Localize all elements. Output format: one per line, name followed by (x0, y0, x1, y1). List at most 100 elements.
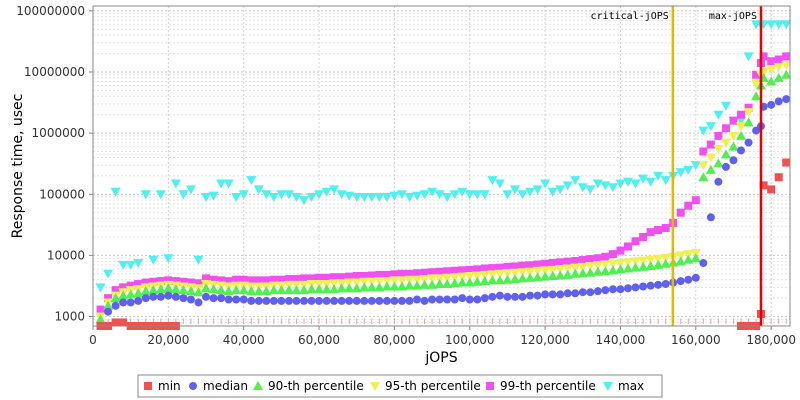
data-point (773, 72, 784, 82)
data-point (495, 291, 504, 300)
data-point (217, 276, 226, 285)
data-point (434, 274, 445, 284)
data-point (186, 278, 195, 287)
data-point (585, 185, 596, 195)
data-point (759, 181, 768, 190)
data-point (194, 298, 203, 307)
data-point (186, 295, 195, 304)
data-point (600, 181, 611, 191)
data-point (675, 256, 686, 266)
data-point (405, 296, 414, 305)
data-point (782, 158, 791, 167)
data-point (503, 262, 512, 271)
data-point (691, 273, 700, 282)
data-point (111, 318, 120, 327)
data-point (698, 161, 709, 171)
data-point (171, 292, 180, 301)
data-point (111, 286, 120, 295)
data-point (351, 283, 362, 293)
data-point (736, 130, 747, 140)
data-point (261, 286, 272, 296)
legend-label: median (203, 379, 248, 393)
data-point (298, 285, 309, 295)
data-point (773, 63, 784, 73)
data-point (231, 193, 242, 203)
legend-label: 90-th percentile (268, 379, 364, 393)
data-point (661, 224, 670, 233)
legend-swatch (486, 382, 494, 390)
data-point (366, 282, 377, 292)
data-point (360, 272, 369, 281)
data-point (359, 193, 370, 203)
data-point (517, 190, 528, 200)
data-point (646, 281, 655, 290)
data-point (247, 276, 256, 285)
data-point (645, 255, 656, 265)
series-median (96, 95, 791, 330)
legend-swatch (144, 382, 152, 390)
data-point (359, 282, 370, 292)
data-point (382, 270, 391, 279)
data-point (397, 296, 406, 305)
data-point (540, 179, 551, 189)
data-point (298, 196, 309, 206)
data-point (676, 277, 685, 286)
data-point (193, 255, 204, 265)
data-point (277, 275, 286, 284)
data-point (487, 270, 498, 280)
data-point (419, 279, 430, 289)
data-point (645, 177, 656, 187)
data-point (185, 185, 196, 195)
data-point (533, 260, 542, 269)
data-point (292, 296, 301, 305)
legend-swatch (253, 381, 263, 390)
data-point (472, 276, 483, 286)
data-point (457, 272, 468, 282)
data-point (600, 266, 611, 276)
data-point (126, 298, 135, 307)
data-point (276, 190, 287, 200)
data-point (706, 140, 715, 149)
data-point (526, 291, 535, 300)
data-point (622, 258, 633, 268)
legend-label: max (618, 379, 644, 393)
data-point (509, 185, 520, 195)
data-point (653, 171, 664, 181)
data-point (336, 283, 347, 293)
data-point (570, 268, 581, 278)
legend: min median 90-th percentile 95-th percentil… (137, 374, 663, 398)
data-point (577, 268, 588, 278)
series-90-th-percentile (95, 69, 792, 324)
legend-item: 99-th percentile (486, 379, 596, 393)
data-point (291, 193, 302, 203)
data-point (592, 261, 603, 271)
data-point (615, 179, 626, 189)
data-point (781, 69, 792, 79)
data-point (110, 187, 121, 197)
data-point (458, 266, 467, 275)
data-point (540, 271, 551, 281)
x-tick-label: 140,000 (596, 333, 646, 347)
data-point (532, 185, 543, 195)
data-point (209, 294, 218, 303)
data-point (283, 285, 294, 295)
data-point (488, 264, 497, 273)
data-point (216, 179, 227, 189)
data-point (442, 279, 453, 289)
data-point (720, 149, 731, 159)
data-point (134, 280, 143, 289)
data-point (284, 296, 293, 305)
data-point (713, 158, 724, 168)
data-point (179, 294, 188, 303)
data-point (435, 267, 444, 276)
data-point (450, 295, 459, 304)
data-point (518, 292, 527, 301)
x-tick-label: 120,000 (520, 333, 570, 347)
data-point (570, 176, 581, 186)
data-point (104, 294, 113, 303)
data-point (646, 228, 655, 237)
data-point (345, 296, 354, 305)
data-point (253, 286, 264, 296)
data-point (683, 165, 694, 175)
data-point (494, 179, 505, 189)
